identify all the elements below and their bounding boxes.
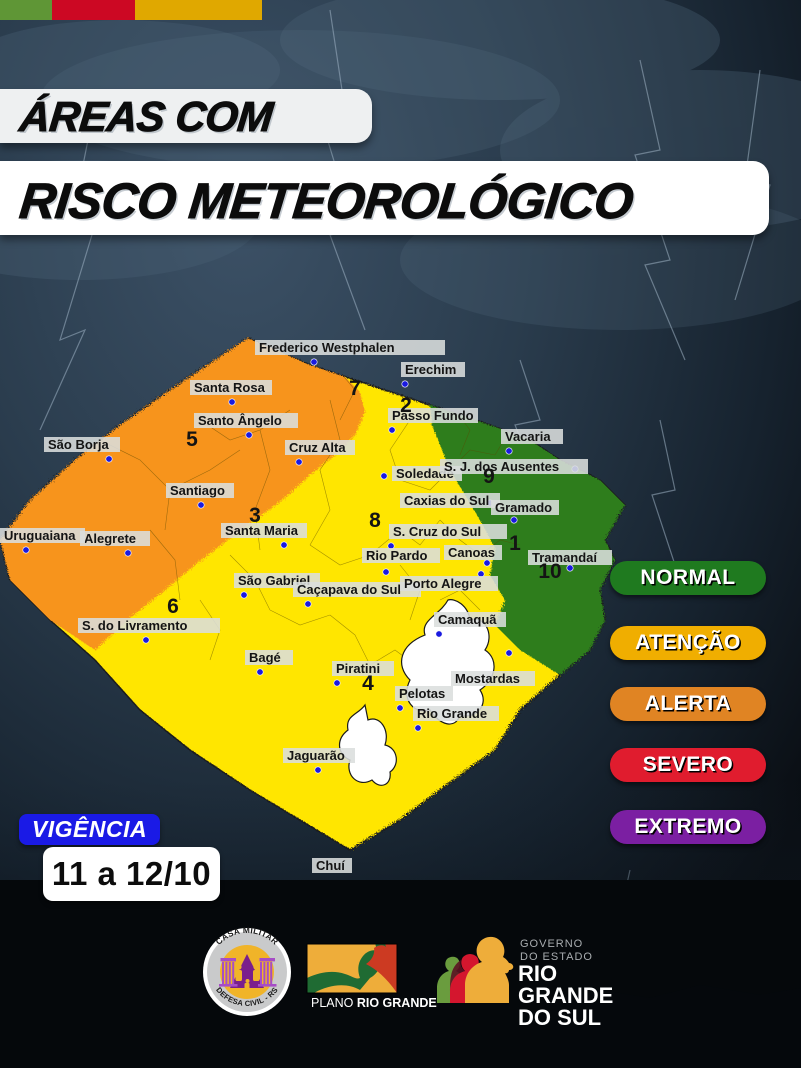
svg-text:DO SUL: DO SUL bbox=[518, 1005, 601, 1030]
svg-text:GOVERNO: GOVERNO bbox=[520, 938, 583, 950]
svg-text:PLANO RIO GRANDE: PLANO RIO GRANDE bbox=[311, 996, 437, 1010]
